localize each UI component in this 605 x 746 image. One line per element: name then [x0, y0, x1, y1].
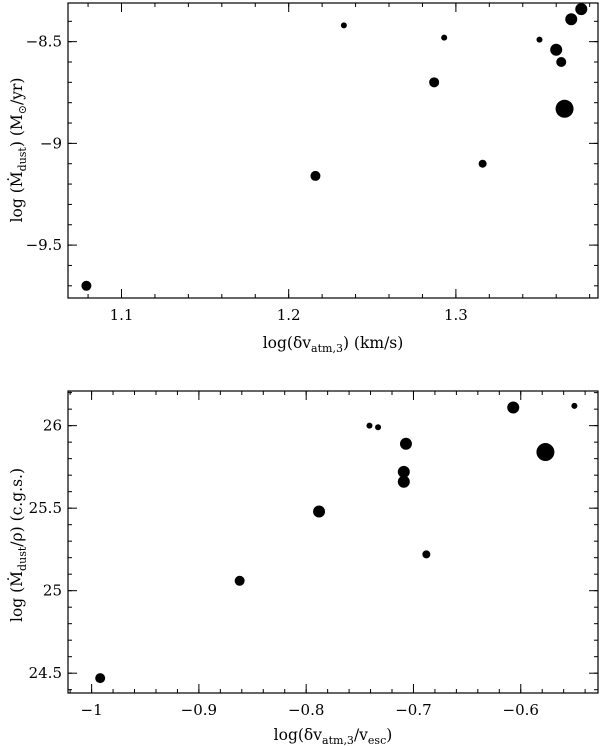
data-point [81, 280, 92, 291]
y-tick-label: −9.5 [26, 236, 62, 254]
plot-frame-bottom [67, 390, 599, 694]
x-axis-label-bottom: log(δvatm,3/vesc) [274, 726, 393, 746]
data-points-bottom [95, 401, 578, 684]
y-tick-label: 25 [43, 582, 62, 600]
x-tick-label: 1.1 [110, 306, 134, 324]
x-tick-label: 1.3 [444, 306, 468, 324]
x-tick-label: 1.2 [277, 306, 301, 324]
x-tick-label: −0.9 [181, 701, 217, 719]
data-point [397, 475, 410, 488]
data-point [340, 22, 347, 29]
data-point [95, 673, 106, 684]
y-tick-label: 26 [43, 417, 62, 435]
data-point [536, 36, 543, 43]
data-point [575, 3, 588, 16]
data-point [313, 505, 326, 518]
data-point [310, 170, 321, 181]
data-point [536, 443, 555, 462]
tick-marks-top [68, 3, 598, 298]
data-point [550, 43, 563, 56]
y-tick-label: 24.5 [29, 664, 62, 682]
data-point [234, 575, 245, 586]
tick-labels-bottom: −1 −0.9 −0.8 −0.7 −0.6 24.5 25 25.5 26 [29, 417, 539, 719]
data-point [571, 402, 578, 409]
data-point [429, 77, 440, 88]
data-point [422, 550, 431, 559]
data-point [507, 401, 520, 414]
data-point [366, 422, 373, 429]
x-tick-label: −0.6 [503, 701, 539, 719]
plot-frame-top [67, 2, 599, 299]
x-tick-label: −1 [81, 701, 103, 719]
y-axis-label-top: log (Ṁdust) (M⊙/yr) [8, 78, 29, 223]
chart-top: 1.1 1.2 1.3−9.5−9−8.5 log(δvatm,3) (km/s) … [8, 2, 599, 355]
data-point [556, 57, 567, 67]
data-point [441, 34, 448, 41]
data-point [375, 424, 382, 431]
tick-marks-bottom [68, 391, 598, 693]
x-tick-label: −0.7 [395, 701, 431, 719]
data-point [478, 159, 487, 168]
y-tick-label: 25.5 [29, 499, 62, 517]
tick-labels-top: 1.1 1.2 1.3 −9.5 −9 −8.5 [26, 33, 468, 324]
data-point [397, 465, 410, 478]
x-tick-label: −0.8 [288, 701, 324, 719]
y-tick-label: −8.5 [26, 33, 62, 51]
y-tick-label: −9 [40, 134, 62, 152]
data-points-top [81, 3, 588, 291]
y-axis-label-bottom: log (Ṁdust/ρ) (c.g.s.) [8, 468, 29, 622]
data-point [399, 437, 412, 450]
x-axis-label-top: log(δvatm,3) (km/s) [263, 334, 404, 355]
data-point [555, 99, 574, 118]
data-point [565, 13, 578, 26]
chart-bottom: −1 −0.9 −0.8 −0.7 −0.6 24.5 25 25.5 26 log(δvatm… [8, 390, 599, 746]
